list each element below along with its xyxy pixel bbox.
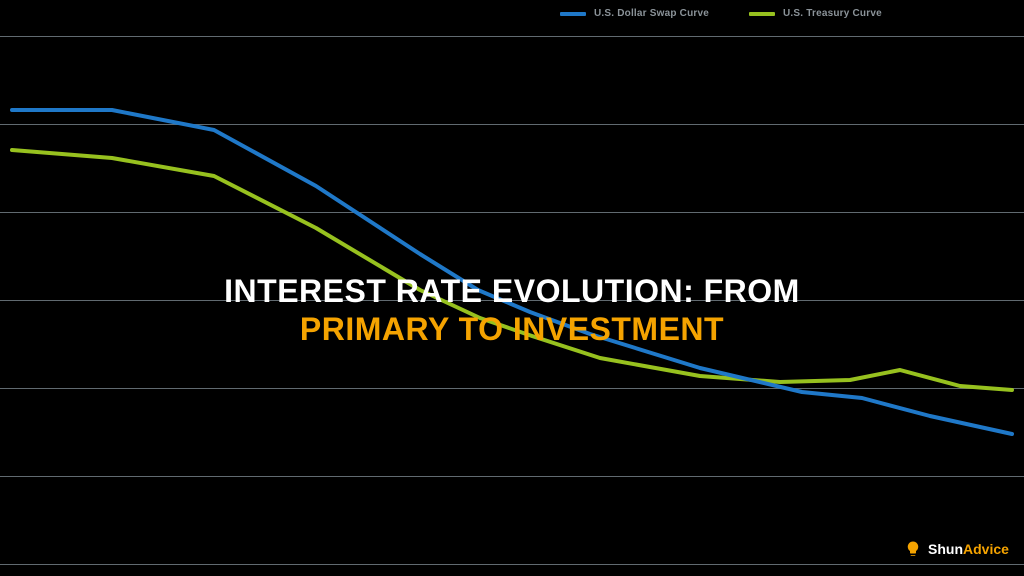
title-line-2: PRIMARY TO INVESTMENT [0, 310, 1024, 348]
title-line-1: INTEREST RATE EVOLUTION: FROM [0, 272, 1024, 310]
legend-swatch-icon [749, 12, 775, 16]
brand-text-part-1: Shun [928, 541, 963, 557]
page-title: INTEREST RATE EVOLUTION: FROM PRIMARY TO… [0, 272, 1024, 349]
chart-legend: U.S. Dollar Swap Curve U.S. Treasury Cur… [560, 8, 882, 19]
bulb-icon [904, 540, 922, 558]
legend-swatch-icon [560, 12, 586, 16]
legend-item-treasury: U.S. Treasury Curve [749, 8, 882, 19]
brand-text-part-2: Advice [963, 541, 1009, 557]
legend-label: U.S. Dollar Swap Curve [594, 8, 709, 19]
chart-canvas: U.S. Dollar Swap Curve U.S. Treasury Cur… [0, 0, 1024, 576]
series-treasury [12, 150, 1012, 390]
legend-label: U.S. Treasury Curve [783, 8, 882, 19]
brand-badge: ShunAdvice [904, 540, 1009, 558]
legend-item-swap: U.S. Dollar Swap Curve [560, 8, 709, 19]
brand-text: ShunAdvice [928, 541, 1009, 557]
